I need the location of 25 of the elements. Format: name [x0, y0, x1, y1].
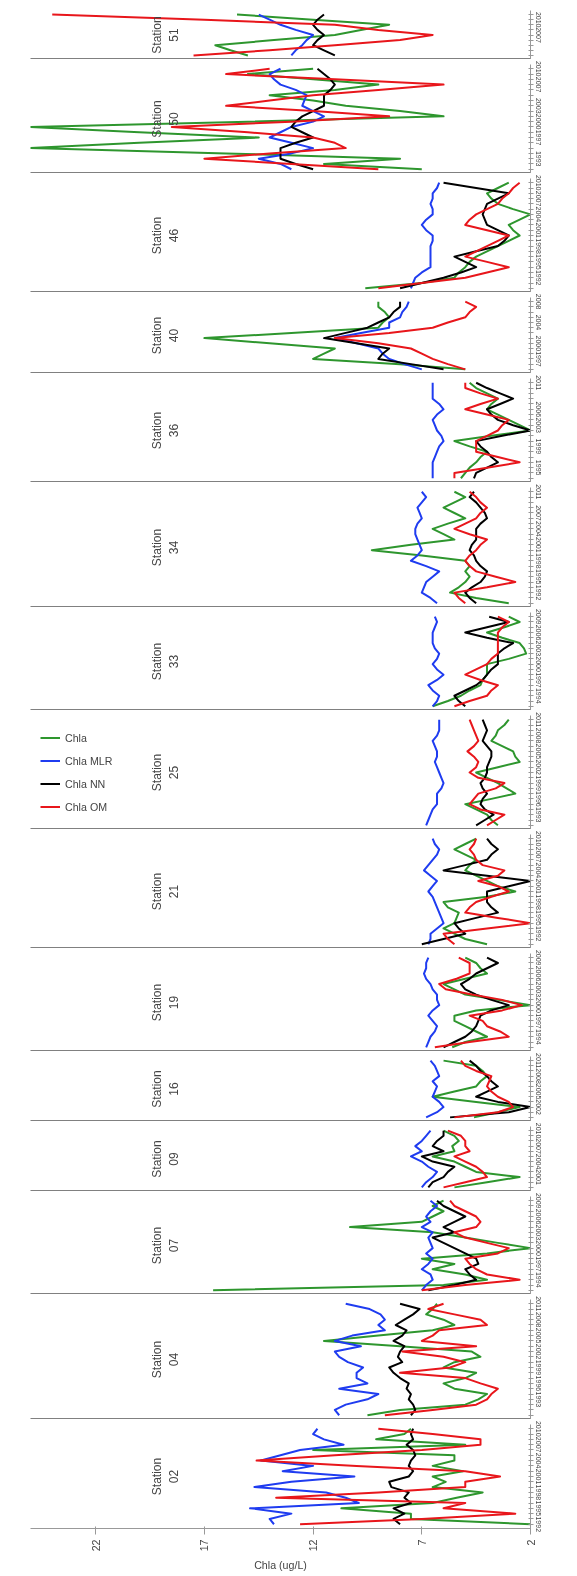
annotation: Station 40: [150, 316, 181, 355]
x-tick-label: 17: [198, 1539, 211, 1552]
annotation: Station 34: [150, 528, 181, 567]
annotation: Station 07: [150, 1226, 181, 1265]
annotation: Station 04: [150, 1340, 181, 1379]
x-tick-label: 7: [415, 1539, 428, 1546]
annotation: Station 51: [150, 16, 181, 54]
legend-label: Chla: [65, 731, 87, 744]
legend-label: Chla MLR: [65, 754, 113, 767]
legend-label: Chla OM: [65, 800, 108, 813]
x-tick-label: 22: [89, 1539, 102, 1552]
annotation: Station 09: [150, 1140, 181, 1178]
annotation: Station 02: [150, 1457, 181, 1496]
annotation: Station 19: [150, 983, 181, 1022]
annotation: Station 36: [150, 411, 181, 450]
annotation: Station 50: [150, 100, 181, 138]
x-axis-title: Chla (ug/L): [254, 1559, 307, 1572]
legend-label: Chla NN: [65, 777, 106, 790]
annotation: Station 46: [150, 216, 181, 255]
annotation: Station 16: [150, 1070, 181, 1108]
annotation: Station 33: [150, 642, 181, 681]
x-tick-label: 12: [307, 1539, 320, 1552]
annotation: Station 21: [150, 872, 181, 911]
annotation: Station 25: [150, 753, 181, 792]
x-tick-label: 2: [524, 1539, 537, 1546]
